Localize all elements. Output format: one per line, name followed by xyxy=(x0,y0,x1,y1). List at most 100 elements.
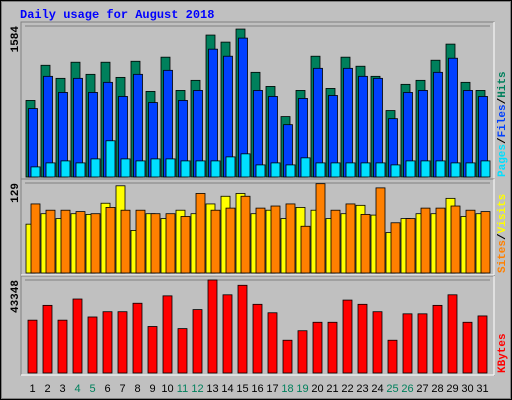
legend-entry: Pages xyxy=(497,144,509,177)
x-tick-label: 25 xyxy=(386,383,398,395)
bar xyxy=(387,339,398,374)
bar xyxy=(105,207,116,274)
bar xyxy=(150,158,161,178)
bar xyxy=(402,313,413,374)
bar xyxy=(285,203,296,274)
x-tick-label: 9 xyxy=(149,383,155,395)
bar xyxy=(165,213,176,274)
chart-title: Daily usage for August 2018 xyxy=(20,8,214,22)
bar xyxy=(432,304,443,374)
bar xyxy=(405,218,416,274)
bar xyxy=(345,162,356,178)
x-tick-label: 8 xyxy=(134,383,140,395)
bar xyxy=(375,162,386,178)
y-tick-label: 1584 xyxy=(10,26,22,53)
x-tick-label: 4 xyxy=(74,383,80,395)
bar xyxy=(255,207,266,274)
bar xyxy=(330,162,341,178)
bar xyxy=(405,160,416,178)
bar xyxy=(87,316,98,374)
bar xyxy=(207,279,218,374)
bar xyxy=(480,160,491,178)
bar xyxy=(177,328,188,374)
bar xyxy=(237,284,248,374)
bar xyxy=(120,209,131,274)
bar xyxy=(360,213,371,274)
bar xyxy=(360,162,371,178)
bar xyxy=(43,75,53,178)
x-tick-label: 23 xyxy=(356,383,368,395)
bar xyxy=(73,77,83,178)
legend-separator: / xyxy=(497,137,509,144)
bar xyxy=(165,158,176,178)
legend: KBytes xyxy=(497,333,509,373)
bar xyxy=(342,299,353,374)
bar xyxy=(420,160,431,178)
bar xyxy=(343,67,353,178)
bar xyxy=(448,57,458,178)
x-tick-label: 10 xyxy=(161,383,173,395)
bar xyxy=(330,209,341,274)
bar xyxy=(313,67,323,178)
bar xyxy=(30,203,41,274)
bar xyxy=(253,90,263,178)
bar xyxy=(267,312,278,374)
bar xyxy=(435,160,446,178)
legend-separator: / xyxy=(497,97,509,104)
x-tick-label: 16 xyxy=(251,383,263,395)
bar xyxy=(132,302,143,374)
bar xyxy=(60,160,71,178)
bar xyxy=(102,311,113,374)
bar xyxy=(75,162,86,178)
bar xyxy=(357,303,368,374)
bar xyxy=(195,193,206,274)
bar xyxy=(315,162,326,178)
y-tick-label: 43348 xyxy=(10,280,22,313)
bar xyxy=(240,153,251,178)
bar xyxy=(312,321,323,374)
legend-entry: Visits xyxy=(497,194,509,234)
x-tick-label: 31 xyxy=(476,383,488,395)
bar xyxy=(447,294,458,374)
legend: Sites/Visits xyxy=(497,194,509,273)
bar xyxy=(252,303,263,374)
x-tick-label: 17 xyxy=(266,383,278,395)
bar xyxy=(120,158,131,178)
bar xyxy=(117,311,128,374)
bar xyxy=(210,160,221,178)
bar xyxy=(225,207,236,274)
bar xyxy=(192,309,203,374)
bar xyxy=(45,209,56,274)
x-tick-label: 11 xyxy=(177,383,188,395)
x-tick-label: 12 xyxy=(191,383,203,395)
bar xyxy=(420,207,431,274)
bar xyxy=(210,209,221,274)
x-tick-label: 1 xyxy=(29,383,35,395)
bar xyxy=(477,315,488,374)
legend-entry: Hits xyxy=(497,71,509,97)
bar xyxy=(105,140,116,178)
bar xyxy=(390,222,401,274)
bar xyxy=(27,319,38,374)
bar xyxy=(90,213,101,274)
legend-entry: Files xyxy=(497,104,509,137)
x-tick-label: 2 xyxy=(44,383,50,395)
legend: Pages/Files/Hits xyxy=(497,71,509,177)
y-tick-label: 129 xyxy=(10,183,22,203)
x-tick-label: 3 xyxy=(59,383,65,395)
bar xyxy=(373,77,383,178)
bar xyxy=(135,209,146,274)
bar xyxy=(208,48,218,178)
bar xyxy=(72,298,83,374)
bar xyxy=(30,166,41,178)
bar xyxy=(150,213,161,274)
bar xyxy=(345,203,356,274)
x-tick-label: 20 xyxy=(311,383,323,395)
x-tick-label: 18 xyxy=(281,383,293,395)
bar xyxy=(358,75,368,178)
bar xyxy=(297,330,308,374)
bar xyxy=(480,211,491,274)
x-tick-label: 5 xyxy=(89,383,95,395)
bar xyxy=(450,205,461,274)
bar xyxy=(270,205,281,274)
